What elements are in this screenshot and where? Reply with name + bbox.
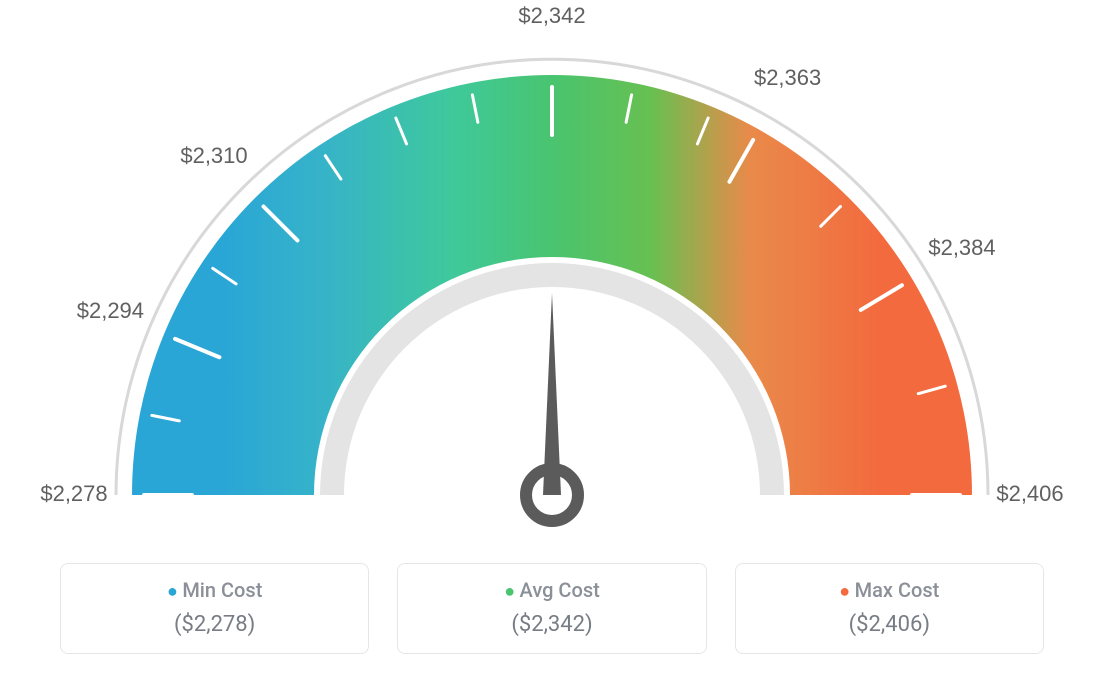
legend-label-min: Min Cost bbox=[71, 578, 358, 602]
svg-text:$2,278: $2,278 bbox=[40, 481, 107, 506]
svg-text:$2,384: $2,384 bbox=[928, 235, 995, 260]
svg-text:$2,342: $2,342 bbox=[518, 3, 585, 28]
legend-value-avg: ($2,342) bbox=[408, 612, 695, 637]
legend-card-min: Min Cost ($2,278) bbox=[60, 563, 369, 654]
legend-value-min: ($2,278) bbox=[71, 612, 358, 637]
gauge-chart: $2,278 $2,294 $2,310 $2,342 $2,363 $2,384 $2,4… bbox=[0, 0, 1104, 540]
svg-text:$2,294: $2,294 bbox=[77, 298, 144, 323]
legend-card-max: Max Cost ($2,406) bbox=[735, 563, 1044, 654]
legend-card-avg: Avg Cost ($2,342) bbox=[397, 563, 706, 654]
legend-value-max: ($2,406) bbox=[746, 612, 1033, 637]
legend-label-max: Max Cost bbox=[746, 578, 1033, 602]
legend-row: Min Cost ($2,278) Avg Cost ($2,342) Max … bbox=[60, 563, 1044, 654]
svg-text:$2,310: $2,310 bbox=[180, 143, 247, 168]
legend-label-avg: Avg Cost bbox=[408, 578, 695, 602]
svg-text:$2,363: $2,363 bbox=[754, 65, 821, 90]
gauge-svg: $2,278 $2,294 $2,310 $2,342 $2,363 $2,384 $2,4… bbox=[0, 0, 1104, 540]
svg-text:$2,406: $2,406 bbox=[996, 481, 1063, 506]
